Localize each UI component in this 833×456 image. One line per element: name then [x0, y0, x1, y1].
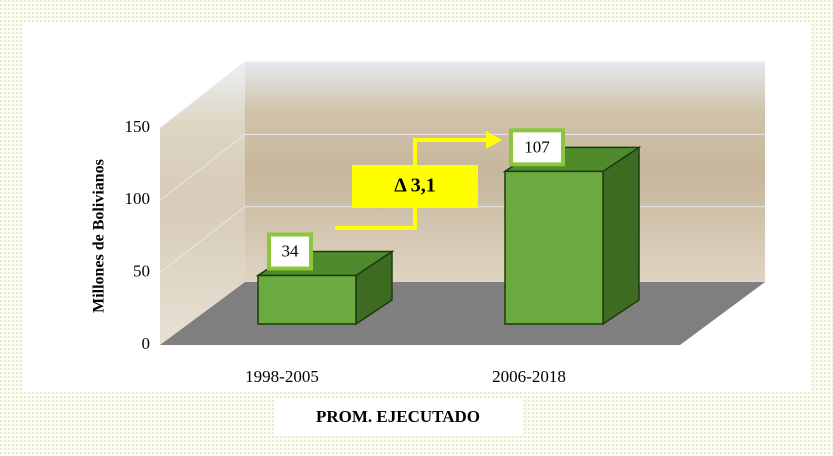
bar [255, 250, 395, 326]
y-axis-label: Millones de Bolivianos [91, 159, 108, 313]
annotation-box [352, 165, 478, 208]
value-label-box [267, 232, 313, 271]
annotation: Δ 3,1 [394, 175, 435, 197]
footer-label: PROM. EJECUTADO [316, 407, 480, 426]
value-label: 34 [282, 241, 300, 260]
y-tick-label: 0 [142, 334, 151, 353]
value-label-box [509, 128, 565, 167]
x-tick-label: 2006-2018 [492, 367, 566, 386]
annotation-arrowhead [486, 131, 502, 149]
y-tick-label: 100 [125, 189, 151, 208]
y-tick-label: 150 [125, 117, 151, 136]
side-wall [160, 62, 245, 345]
x-tick-label: 1998-2005 [245, 367, 319, 386]
floor [160, 282, 765, 345]
grid-line [159, 61, 765, 129]
y-tick-label: 50 [133, 262, 150, 281]
grid-line [159, 133, 765, 201]
footer-box [274, 398, 522, 436]
value-label: 107 [524, 137, 550, 156]
bar [502, 145, 642, 326]
